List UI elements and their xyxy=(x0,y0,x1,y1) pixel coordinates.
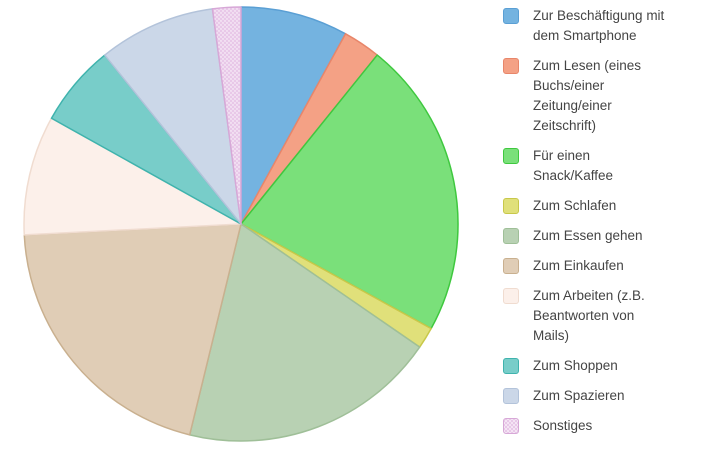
legend-swatch xyxy=(503,148,519,164)
legend-label: Zum Lesen (eines Buchs/einer Zeitung/einer… xyxy=(533,56,641,136)
legend-swatch xyxy=(503,388,519,404)
pie-chart xyxy=(23,6,459,442)
legend-label-line: Zeitschrift) xyxy=(533,118,597,133)
legend-label-line: Zum Spazieren xyxy=(533,388,625,403)
legend-label-line: Zeitung/einer xyxy=(533,98,612,113)
legend-label: Zum Einkaufen xyxy=(533,256,624,276)
legend-label-line: Zum Arbeiten (z.B. xyxy=(533,288,645,303)
legend-label: Zum Shoppen xyxy=(533,356,618,376)
pie-slice-3[interactable] xyxy=(240,54,459,330)
legend-item-10[interactable]: Sonstiges xyxy=(503,416,713,436)
legend-swatch xyxy=(503,198,519,214)
legend-label: Zum Essen gehen xyxy=(533,226,643,246)
legend-label-line: Sonstiges xyxy=(533,418,593,433)
legend-item-1[interactable]: Zur Beschäftigung mit dem Smartphone xyxy=(503,6,713,46)
legend-label-line: Zur Beschäftigung mit xyxy=(533,8,665,23)
legend-swatch xyxy=(503,228,519,244)
legend-item-7[interactable]: Zum Arbeiten (z.B. Beantworten von Mails) xyxy=(503,286,713,346)
legend-swatch xyxy=(503,8,519,24)
legend-item-8[interactable]: Zum Shoppen xyxy=(503,356,713,376)
legend-item-4[interactable]: Zum Schlafen xyxy=(503,196,713,216)
legend-label-line: Zum Lesen (eines xyxy=(533,58,642,73)
legend-item-2[interactable]: Zum Lesen (eines Buchs/einer Zeitung/einer… xyxy=(503,56,713,136)
pie-slice-9[interactable] xyxy=(104,8,242,225)
legend-label-line: Zum Einkaufen xyxy=(533,258,624,273)
legend-label: Für einen Snack/Kaffee xyxy=(533,146,613,186)
legend-label: Zum Arbeiten (z.B. Beantworten von Mails) xyxy=(533,286,645,346)
legend-item-9[interactable]: Zum Spazieren xyxy=(503,386,713,406)
legend-label: Zum Schlafen xyxy=(533,196,616,216)
legend-item-3[interactable]: Für einen Snack/Kaffee xyxy=(503,146,713,186)
legend-label: Zum Spazieren xyxy=(533,386,625,406)
legend-item-6[interactable]: Zum Einkaufen xyxy=(503,256,713,276)
legend-label-line: Zum Schlafen xyxy=(533,198,617,213)
pie-slice-6[interactable] xyxy=(23,223,242,436)
legend-swatch xyxy=(503,418,519,434)
legend-item-5[interactable]: Zum Essen gehen xyxy=(503,226,713,246)
legend-label: Sonstiges xyxy=(533,416,592,436)
legend-label-line: Mails) xyxy=(533,328,569,343)
legend-swatch xyxy=(503,358,519,374)
pie-slices xyxy=(23,6,459,442)
legend-swatch xyxy=(503,288,519,304)
pie-slice-1[interactable] xyxy=(240,6,347,225)
legend-swatch xyxy=(503,58,519,74)
legend-label: Zur Beschäftigung mit dem Smartphone xyxy=(533,6,664,46)
legend-label-line: Beantworten von xyxy=(533,308,635,323)
legend-label-line: Buchs/einer xyxy=(533,78,605,93)
pie-slice-5[interactable] xyxy=(188,223,421,442)
pie-slice-10[interactable] xyxy=(211,6,242,225)
legend-label-line: Für einen xyxy=(533,148,591,163)
legend-label-line: Zum Essen gehen xyxy=(533,228,643,243)
legend-label-line: dem Smartphone xyxy=(533,28,637,43)
legend-label-line: Zum Shoppen xyxy=(533,358,618,373)
legend-swatch xyxy=(503,258,519,274)
pie-slice-7[interactable] xyxy=(23,117,242,236)
legend-label-line: Snack/Kaffee xyxy=(533,168,614,183)
legend: Zur Beschäftigung mit dem Smartphone Zum L… xyxy=(503,6,713,446)
